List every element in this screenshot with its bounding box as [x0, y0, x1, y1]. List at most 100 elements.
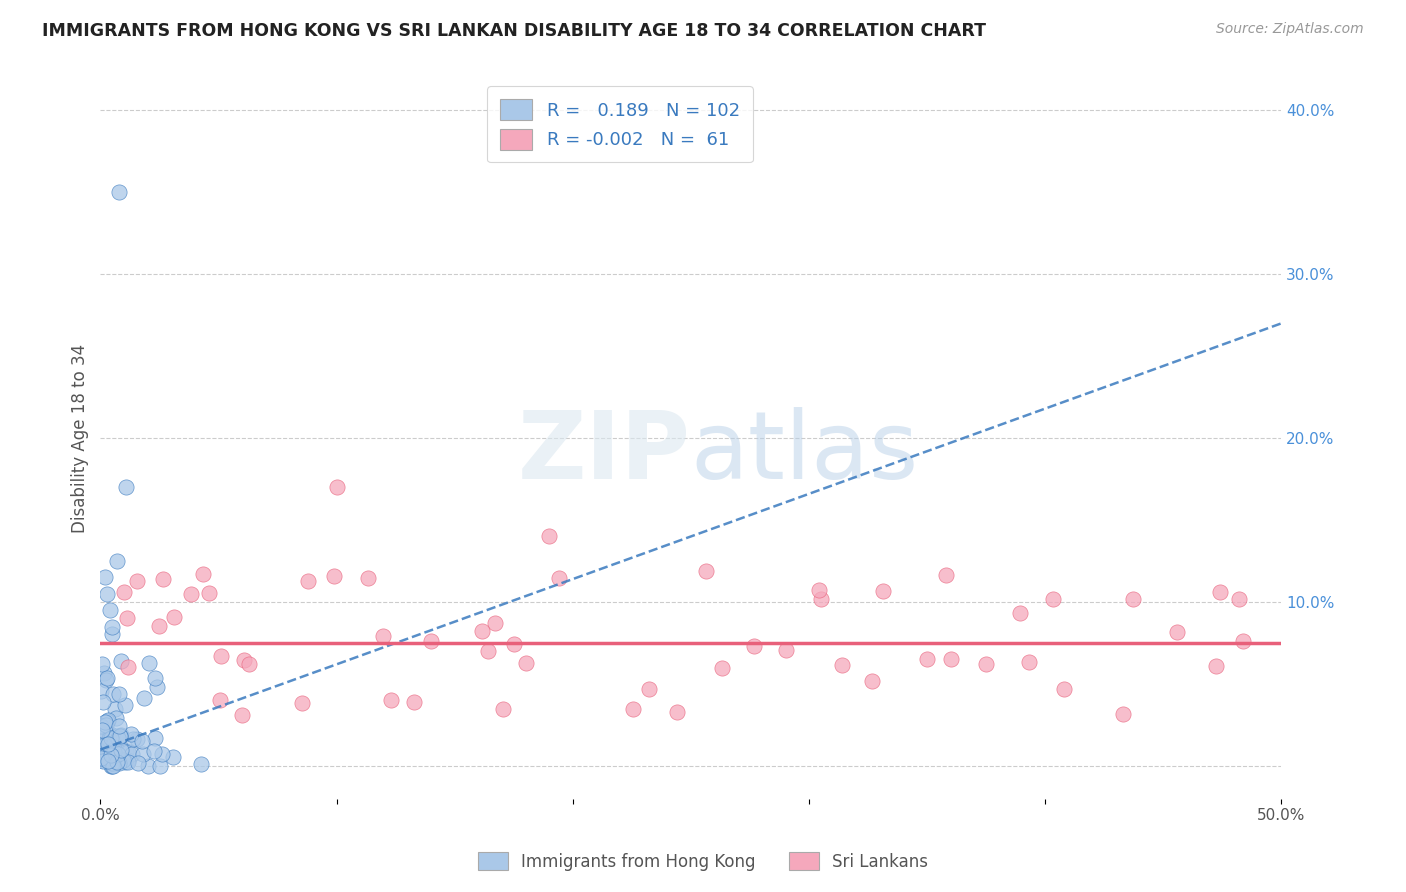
Point — [117, 745, 139, 759]
Point — [114, 755, 136, 769]
Point — [96, 743, 118, 757]
Point — [477, 644, 499, 658]
Point — [114, 698, 136, 712]
Point — [115, 480, 138, 494]
Point — [117, 755, 139, 769]
Point — [107, 731, 129, 745]
Point — [1166, 625, 1188, 640]
Point — [492, 702, 515, 716]
Point — [132, 691, 155, 706]
Point — [132, 747, 155, 761]
Point — [107, 719, 129, 733]
Point — [101, 748, 124, 763]
Point — [108, 185, 131, 199]
Point — [695, 565, 717, 579]
Point — [101, 627, 124, 641]
Point — [325, 480, 347, 494]
Point — [110, 728, 132, 742]
Point — [915, 652, 938, 666]
Point — [125, 574, 148, 588]
Point — [117, 660, 139, 674]
Point — [97, 744, 120, 758]
Point — [872, 584, 894, 599]
Point — [209, 693, 232, 707]
Point — [98, 727, 121, 741]
Point — [190, 756, 212, 771]
Point — [96, 714, 118, 729]
Point — [121, 747, 143, 761]
Point — [114, 585, 136, 599]
Point — [91, 657, 114, 671]
Point — [115, 610, 138, 624]
Point — [831, 657, 853, 672]
Point — [97, 714, 120, 728]
Point — [94, 714, 117, 729]
Point — [1227, 591, 1250, 606]
Point — [162, 750, 184, 764]
Point — [96, 747, 118, 762]
Point — [93, 665, 115, 680]
Point — [90, 747, 112, 762]
Text: ZIP: ZIP — [517, 407, 690, 499]
Point — [138, 657, 160, 671]
Point — [297, 574, 319, 588]
Point — [974, 657, 997, 671]
Point — [107, 732, 129, 747]
Point — [110, 654, 132, 668]
Point — [939, 652, 962, 666]
Point — [143, 744, 166, 758]
Point — [638, 681, 661, 696]
Point — [90, 750, 112, 764]
Point — [90, 739, 112, 753]
Point — [136, 759, 159, 773]
Point — [209, 649, 232, 664]
Point — [107, 747, 129, 761]
Point — [935, 568, 957, 582]
Point — [100, 730, 122, 744]
Point — [621, 702, 644, 716]
Point — [101, 756, 124, 771]
Point — [238, 657, 260, 671]
Point — [91, 729, 114, 743]
Point — [146, 680, 169, 694]
Point — [198, 586, 221, 600]
Point — [107, 756, 129, 770]
Point — [148, 619, 170, 633]
Point — [110, 743, 132, 757]
Point — [131, 733, 153, 747]
Point — [101, 619, 124, 633]
Point — [93, 752, 115, 766]
Point — [810, 592, 832, 607]
Point — [103, 756, 125, 771]
Point — [152, 572, 174, 586]
Point — [127, 756, 149, 770]
Point — [101, 758, 124, 772]
Point — [120, 727, 142, 741]
Text: Source: ZipAtlas.com: Source: ZipAtlas.com — [1216, 22, 1364, 37]
Point — [91, 695, 114, 709]
Text: atlas: atlas — [690, 407, 920, 499]
Point — [232, 653, 254, 667]
Point — [100, 744, 122, 758]
Point — [1112, 706, 1135, 721]
Point — [471, 624, 494, 638]
Point — [357, 571, 380, 585]
Point — [105, 554, 128, 568]
Y-axis label: Disability Age 18 to 34: Disability Age 18 to 34 — [72, 343, 89, 533]
Point — [104, 701, 127, 715]
Point — [108, 756, 131, 770]
Point — [96, 718, 118, 732]
Point — [96, 671, 118, 685]
Point — [97, 738, 120, 752]
Legend: R =   0.189   N = 102, R = -0.002   N =  61: R = 0.189 N = 102, R = -0.002 N = 61 — [488, 87, 752, 162]
Point — [149, 759, 172, 773]
Point — [100, 753, 122, 767]
Point — [1053, 681, 1076, 696]
Point — [90, 719, 112, 733]
Legend: Immigrants from Hong Kong, Sri Lankans: Immigrants from Hong Kong, Sri Lankans — [470, 844, 936, 880]
Point — [108, 687, 131, 701]
Point — [742, 639, 765, 653]
Point — [193, 566, 215, 581]
Point — [98, 732, 121, 747]
Point — [96, 587, 118, 601]
